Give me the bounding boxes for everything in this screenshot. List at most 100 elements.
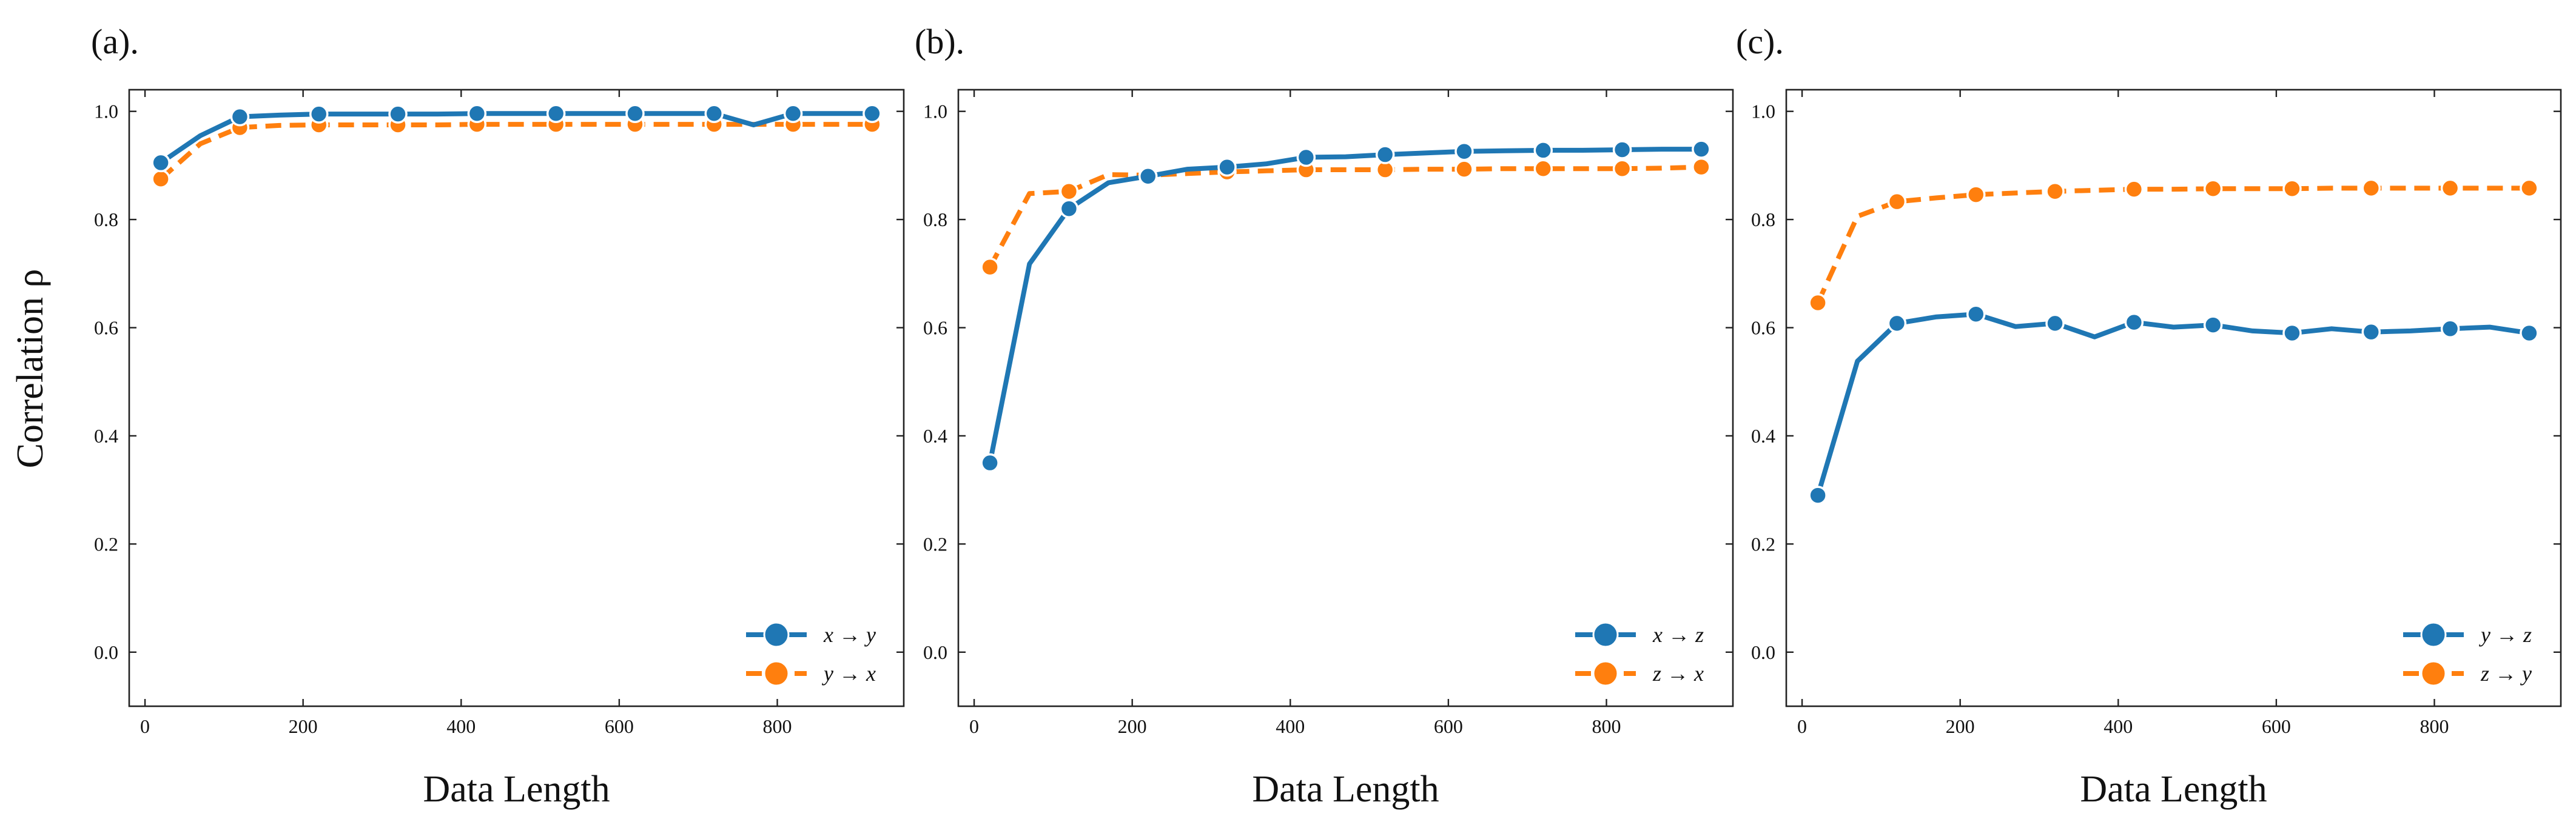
legend-label: x → y — [823, 623, 876, 647]
panel-a: (a). 0 200 400 600 800 0.0 0.2 0.4 0.6 0.8 1.0 Data … — [91, 22, 905, 810]
panel-b: (b). 0 200 400 600 800 0.0 0.2 0.4 0.6 0.8 1.0 Data … — [915, 22, 1734, 810]
data-point — [309, 104, 329, 124]
data-point — [1887, 192, 1907, 212]
panel-label: (b). — [915, 22, 964, 61]
data-point — [625, 104, 645, 124]
plot-frame — [1785, 89, 2562, 707]
data-point — [1059, 181, 1079, 201]
data-point — [1533, 159, 1553, 178]
y-tick-label: 0.0 — [923, 641, 947, 663]
y-tick-label: 0.8 — [923, 209, 947, 230]
data-point — [2361, 178, 2381, 198]
y-tick-label: 0.4 — [94, 425, 118, 447]
data-point — [2440, 319, 2460, 339]
x-tick-label: 800 — [1592, 715, 1621, 737]
data-point — [2045, 313, 2065, 333]
data-point — [2203, 315, 2223, 335]
data-point — [863, 104, 882, 124]
legend-marker — [2420, 621, 2447, 648]
y-tick-label: 1.0 — [1751, 101, 1775, 122]
data-point — [1808, 293, 1828, 313]
y-tick-label: 1.0 — [94, 101, 118, 122]
data-point — [2045, 181, 2065, 201]
x-axis-title: Data Length — [1252, 769, 1439, 810]
data-point — [1375, 145, 1395, 164]
panel-label: (a). — [91, 22, 139, 61]
series-line-blue — [158, 111, 875, 165]
data-point — [388, 104, 408, 124]
x-tick-label: 400 — [446, 715, 476, 737]
y-tick-label: 0.6 — [94, 317, 118, 339]
legend-label: z → y — [2480, 661, 2532, 686]
x-tick-label: 600 — [605, 715, 634, 737]
data-point — [1059, 199, 1079, 219]
data-point — [980, 257, 1000, 277]
data-point — [2520, 323, 2539, 343]
series-line-orange — [987, 164, 1702, 269]
y-axis-title: Correlation ρ — [10, 269, 51, 469]
legend-marker — [1592, 660, 1619, 687]
x-tick-label: 600 — [2262, 715, 2291, 737]
x-tick-label: 400 — [1276, 715, 1305, 737]
legend-marker — [763, 660, 790, 687]
data-point — [467, 104, 487, 124]
legend-label: y → z — [2479, 623, 2532, 647]
data-point — [151, 169, 170, 189]
panel-label: (c). — [1736, 22, 1784, 61]
legend-label: x → z — [1652, 623, 1704, 647]
y-tick-label: 0.2 — [94, 533, 118, 555]
data-point — [230, 107, 250, 127]
series-line-blue — [987, 147, 1704, 466]
data-point — [1966, 185, 1986, 204]
data-point — [1454, 159, 1474, 179]
data-point — [2440, 178, 2460, 198]
data-point — [2282, 323, 2302, 343]
panel-c: (c). 0 200 400 600 800 0.0 0.2 0.4 0.6 0.8 1.0 Data … — [1736, 22, 2562, 810]
data-point — [2203, 179, 2223, 199]
y-tick-label: 1.0 — [923, 101, 947, 122]
x-tick-label: 200 — [289, 715, 318, 737]
data-point — [2282, 179, 2302, 199]
series-line-blue — [1815, 312, 2532, 498]
data-point — [1138, 166, 1158, 186]
data-point — [2520, 178, 2539, 198]
legend-marker — [1592, 621, 1619, 648]
data-point — [1612, 159, 1632, 178]
x-axis-title: Data Length — [423, 769, 610, 810]
data-point — [151, 153, 170, 173]
y-tick-label: 0.8 — [94, 209, 118, 230]
legend-label: z → x — [1652, 661, 1704, 686]
data-point — [1533, 141, 1553, 160]
x-tick-label: 600 — [1434, 715, 1463, 737]
y-tick-label: 0.4 — [1751, 425, 1775, 447]
series-line-orange — [1815, 186, 2529, 304]
data-point — [1887, 313, 1907, 333]
data-point — [2124, 312, 2144, 332]
data-point — [1217, 157, 1237, 177]
data-point — [783, 104, 803, 124]
data-point — [1612, 140, 1632, 159]
x-tick-label: 200 — [1118, 715, 1147, 737]
x-axis-title: Data Length — [2080, 769, 2267, 810]
x-tick-label: 800 — [763, 715, 792, 737]
data-point — [1692, 139, 1711, 159]
legend-marker — [763, 621, 790, 648]
data-point — [1296, 147, 1316, 167]
y-tick-label: 0.8 — [1751, 209, 1775, 230]
y-tick-label: 0.0 — [94, 641, 118, 663]
x-tick-label: 0 — [140, 715, 150, 737]
data-point — [1692, 157, 1711, 177]
data-point — [1454, 141, 1474, 161]
data-point — [2361, 322, 2381, 342]
plot-frame — [128, 89, 905, 707]
data-point — [2124, 179, 2144, 199]
x-tick-label: 800 — [2420, 715, 2449, 737]
x-tick-label: 0 — [1797, 715, 1807, 737]
y-tick-label: 0.2 — [923, 533, 947, 555]
data-point — [546, 104, 566, 124]
x-tick-label: 0 — [969, 715, 979, 737]
chart-panels: (a). 0 200 400 600 800 0.0 0.2 0.4 0.6 0.8 1.0 Data … — [91, 22, 2562, 810]
plot-frame — [957, 89, 1734, 707]
y-tick-label: 0.6 — [1751, 317, 1775, 339]
